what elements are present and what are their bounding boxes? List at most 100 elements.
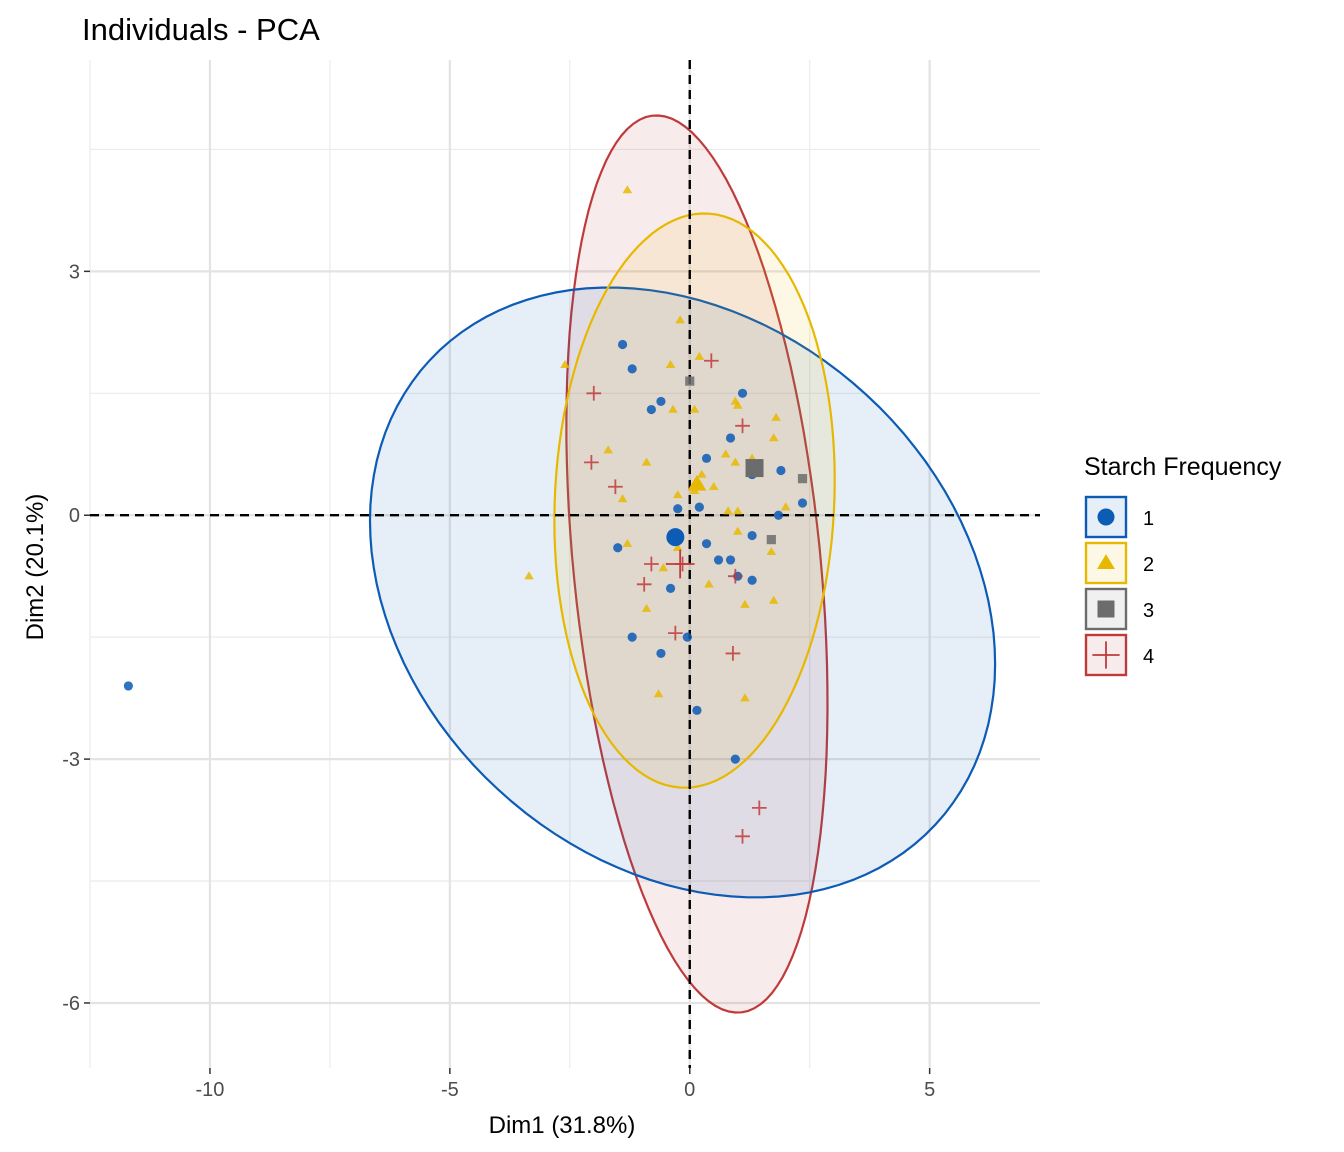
point-group-1 [656,648,666,659]
point-group-2 [732,526,743,535]
point-group-2 [672,542,683,551]
point-group-1 [646,404,656,415]
point-group-2 [780,502,791,511]
ellipse-group-2 [553,212,836,789]
centroid-group-1 [666,528,685,547]
point-group-2 [603,445,614,454]
centroid-group-4 [665,549,695,579]
point-group-2 [622,185,633,194]
point-group-2 [641,603,652,612]
point-group-2 [694,351,705,360]
point-group-2 [720,449,731,458]
y-tick-label: -3 [62,749,80,771]
point-group-3 [685,376,695,386]
point-group-2 [665,360,676,369]
point-group-1 [797,498,808,508]
point-group-4 [667,625,683,641]
x-tick-label: -5 [441,1079,459,1101]
point-group-2 [708,481,719,490]
point-group-1 [627,632,637,642]
point-group-1 [773,510,784,520]
point-group-1 [713,555,724,565]
point-group-4 [703,353,719,369]
point-group-4 [636,576,652,592]
point-group-2 [732,400,743,409]
point-group-2 [766,546,777,556]
point-group-4 [584,455,599,470]
point-group-1 [737,388,748,398]
grid-minor [89,60,1040,1068]
point-group-4 [751,800,767,816]
legend-label-4: 4 [1143,646,1154,668]
point-group-2 [704,579,714,588]
point-group-4 [727,568,743,584]
point-group-1 [627,364,637,374]
point-group-2 [740,599,750,608]
point-group-1 [747,575,757,585]
point-group-2 [675,315,685,324]
legend-label-1: 1 [1143,508,1154,530]
y-tick-label: 0 [69,505,80,527]
point-group-1 [613,543,623,553]
point-group-1 [725,555,736,565]
legend: Starch Frequency 1 2 3 4 [1084,453,1282,677]
x-tick-label: -10 [195,1079,224,1101]
legend-items: 1 2 3 4 [1084,495,1154,677]
point-group-2 [689,404,700,413]
point-group-1 [701,453,712,463]
point-group-4 [725,646,741,661]
chart-title: Individuals - PCA [82,12,320,47]
point-group-2 [696,469,707,478]
point-group-1 [682,632,692,642]
point-group-1 [665,583,676,593]
point-group-2 [524,571,534,580]
legend-title: Starch Frequency [1084,453,1282,481]
legend-marker-3 [1097,600,1115,618]
centroid-group-3 [745,459,764,478]
x-axis-ticks: -10 -5 0 5 [195,1068,935,1101]
point-group-1 [701,539,712,549]
point-group-1 [725,433,736,443]
point-group-1 [747,530,757,541]
point-group-2 [617,494,628,503]
centroid-group-2 [687,474,707,491]
x-axis-label: Dim1 (31.8%) [489,1112,636,1139]
point-group-4 [644,556,659,572]
point-group-1 [656,396,666,407]
point-group-4 [608,479,623,495]
point-group-2 [622,538,633,547]
point-group-2 [768,433,779,442]
x-tick-label: 5 [924,1079,935,1101]
point-group-1 [617,339,628,350]
point-group-2 [723,506,733,515]
ellipse-group-4 [565,114,829,1014]
x-tick-label: 0 [684,1079,695,1101]
point-group-2 [641,457,652,466]
legend-marker-4 [1092,641,1120,669]
y-axis-ticks: -6 -3 0 3 [62,261,90,1015]
point-group-1 [123,681,133,691]
point-group-1 [694,502,704,512]
point-group-2 [740,693,750,702]
point-group-2 [653,689,664,698]
point-group-3 [797,474,808,484]
y-axis-label: Dim2 (20.1%) [22,494,49,641]
y-tick-label: 3 [69,261,80,283]
point-group-2 [732,506,743,515]
point-group-1 [776,465,786,476]
point-group-1 [673,504,683,514]
legend-marker-2 [1097,554,1115,569]
point-group-2 [768,595,779,604]
point-group-2 [668,404,678,413]
legend-label-3: 3 [1143,600,1154,622]
point-group-1 [730,754,740,764]
point-group-2 [658,563,669,572]
point-group-2 [730,457,741,466]
point-group-4 [735,828,750,844]
point-group-1 [692,705,702,715]
point-group-4 [586,385,602,401]
y-tick-label: -6 [62,993,80,1015]
group-centroids [665,459,764,579]
point-group-2 [560,360,570,369]
